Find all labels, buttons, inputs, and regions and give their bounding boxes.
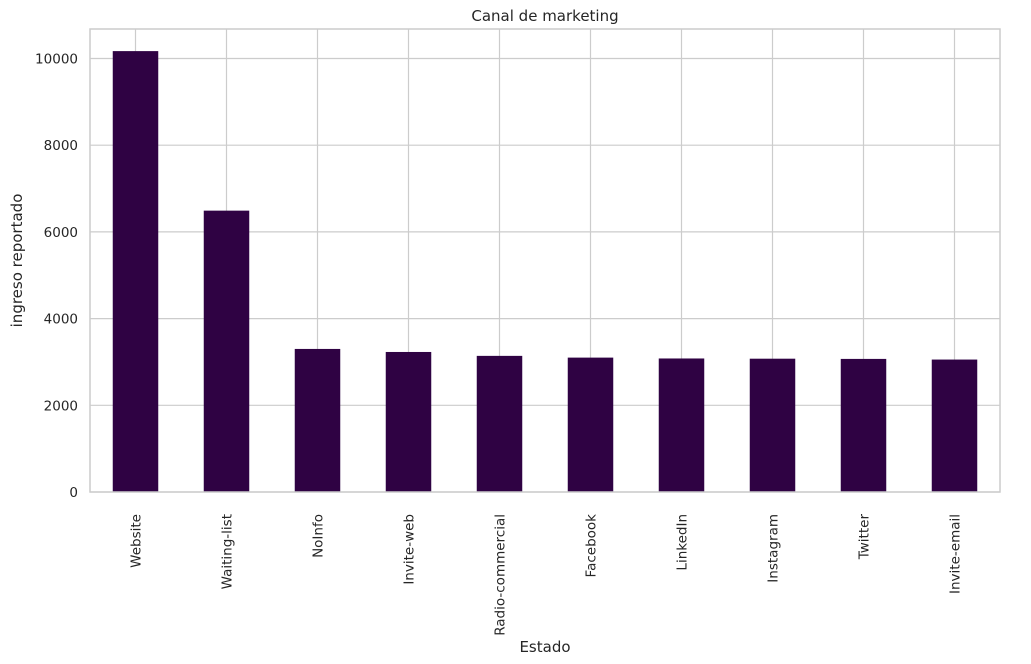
x-tick-label: Radio-commercial <box>493 514 509 636</box>
y-tick-label: 4000 <box>44 312 78 328</box>
bar-linkedin <box>658 358 705 492</box>
x-tick-labels: Website Waiting-list NoInfo Invite-web Radio… <box>129 514 964 636</box>
bar-invite-email <box>931 359 978 492</box>
x-tick-label: Invite-email <box>948 514 964 594</box>
bar-instagram <box>749 358 796 492</box>
x-tick-label: Instagram <box>766 514 782 583</box>
chart-title: Canal de marketing <box>471 7 618 25</box>
y-tick-label: 0 <box>69 485 78 501</box>
x-tick-label: Twitter <box>857 514 873 561</box>
y-tick-label: 8000 <box>44 138 78 154</box>
bar-facebook <box>567 357 614 492</box>
bar-waiting-list <box>203 210 250 492</box>
bar-noinfo <box>294 348 341 492</box>
bar-website <box>112 51 159 492</box>
x-tick-label: LinkedIn <box>675 514 691 571</box>
x-axis-label: Estado <box>519 638 570 656</box>
x-tick-label: Website <box>129 514 145 568</box>
y-tick-label: 6000 <box>44 225 78 241</box>
y-tick-label: 10000 <box>35 51 78 67</box>
bar-radio-commercial <box>476 355 523 492</box>
x-tick-label: Invite-web <box>402 514 418 585</box>
plot-area-frame <box>89 28 1001 493</box>
x-tick-label: NoInfo <box>311 514 327 558</box>
y-tick-label: 2000 <box>44 398 78 414</box>
x-tick-label: Waiting-list <box>220 514 236 589</box>
y-tick-labels: 0 2000 4000 6000 8000 10000 <box>35 51 78 501</box>
y-axis-label: ingreso reportado <box>8 194 26 328</box>
bar-invite-web <box>385 351 432 492</box>
bars <box>112 51 978 492</box>
bar-twitter <box>840 358 887 492</box>
x-tick-label: Facebook <box>584 514 600 578</box>
